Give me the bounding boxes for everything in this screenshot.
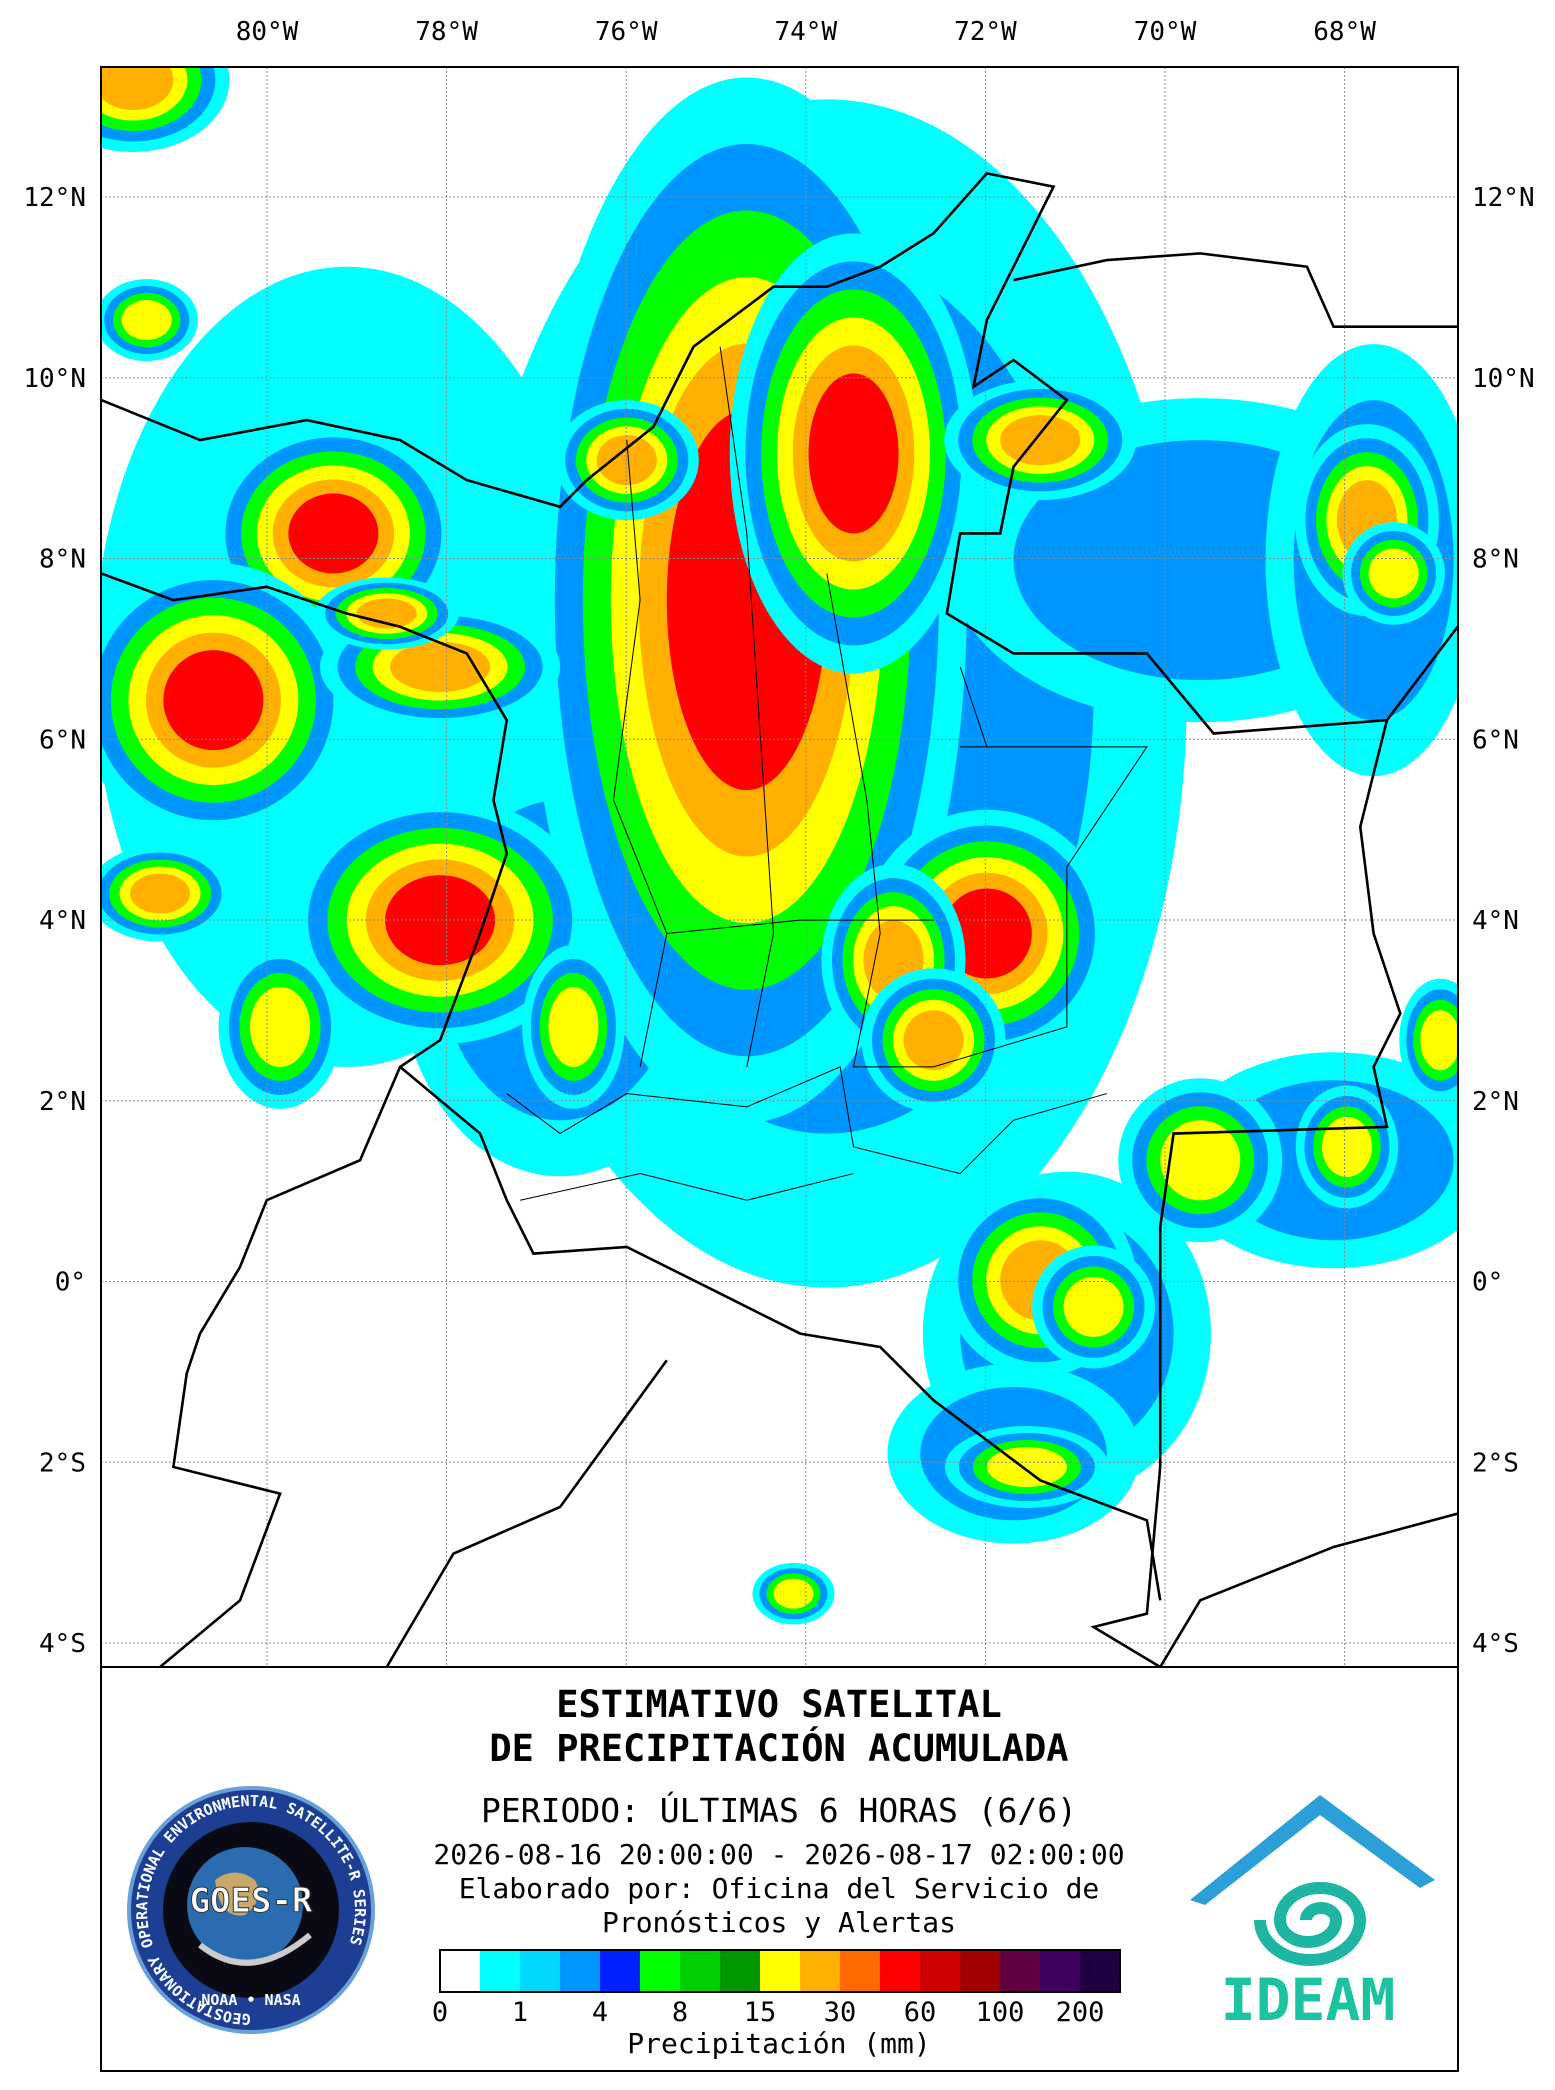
precip-area bbox=[1368, 548, 1419, 599]
coastline bbox=[101, 573, 506, 1667]
precip-area bbox=[385, 875, 496, 966]
lon-label: 76°W bbox=[595, 17, 658, 47]
colorbar-cell bbox=[840, 1950, 880, 1992]
colorbar-label: 100 bbox=[976, 1997, 1025, 2028]
precip-area bbox=[1000, 415, 1081, 466]
colorbar-cell bbox=[600, 1950, 640, 1992]
logo-name: GOES-R bbox=[190, 1881, 313, 1921]
lat-label: 8°N bbox=[39, 545, 86, 575]
lat-label: 0° bbox=[55, 1268, 86, 1298]
colorbar-cell bbox=[920, 1950, 960, 1992]
ideam-logo: IDEAM bbox=[1190, 1795, 1435, 2034]
lat-label: 12°N bbox=[1472, 183, 1535, 213]
precip-area bbox=[808, 373, 899, 534]
lat-label: 0° bbox=[1472, 1268, 1503, 1298]
lat-label: 2°N bbox=[39, 1087, 86, 1117]
title: ESTIMATIVO SATELITAL DE PRECIPITACIÓN AC… bbox=[489, 1683, 1068, 1770]
grid bbox=[101, 67, 1458, 1667]
border bbox=[387, 1360, 1458, 1667]
border bbox=[400, 1067, 1160, 1600]
coastline bbox=[101, 173, 1457, 733]
title-line: DE PRECIPITACIÓN ACUMULADA bbox=[489, 1726, 1068, 1770]
lat-label: 2°S bbox=[1472, 1448, 1519, 1478]
lon-label: 72°W bbox=[954, 17, 1017, 47]
colorbar-cell bbox=[1080, 1950, 1120, 1992]
lon-label: 80°W bbox=[236, 17, 299, 47]
legend-title: Precipitación (mm) bbox=[627, 2027, 930, 2060]
credit: Pronósticos y Alertas bbox=[602, 1906, 956, 1939]
precip-area bbox=[1321, 1116, 1372, 1177]
precip-area bbox=[250, 986, 311, 1067]
lat-label: 6°N bbox=[1472, 725, 1519, 755]
department-border bbox=[507, 347, 1147, 1201]
colorbar-label: 60 bbox=[904, 1997, 937, 2028]
colorbar-cell bbox=[520, 1950, 560, 1992]
lat-label: 10°N bbox=[1472, 364, 1535, 394]
precip-area bbox=[130, 873, 191, 914]
lat-label: 2°N bbox=[1472, 1087, 1519, 1117]
colorbar-label: 8 bbox=[672, 1997, 688, 2028]
lat-label: 4°S bbox=[39, 1629, 86, 1659]
date-range: 2026-08-16 20:00:00 - 2026-08-17 02:00:0… bbox=[433, 1838, 1124, 1871]
precip-area bbox=[1160, 1120, 1241, 1201]
info-panel bbox=[100, 1666, 1459, 2072]
lat-label: 8°N bbox=[1472, 545, 1519, 575]
precip-area bbox=[163, 650, 264, 751]
precip-area bbox=[986, 1446, 1067, 1487]
precip-area bbox=[121, 300, 172, 341]
colorbar-cell bbox=[800, 1950, 840, 1992]
precipitation bbox=[101, 67, 1458, 1625]
lat-label: 4°S bbox=[1472, 1629, 1519, 1659]
lon-label: 68°W bbox=[1313, 17, 1376, 47]
colorbar-cell bbox=[880, 1950, 920, 1992]
colorbar-label: 1 bbox=[512, 1997, 528, 2028]
colorbar-label: 0 bbox=[432, 1997, 448, 2028]
precip-area bbox=[390, 641, 491, 692]
colorbar-label: 4 bbox=[592, 1997, 608, 2028]
credit: Elaborado por: Oficina del Servicio de bbox=[459, 1872, 1100, 1905]
precip-area bbox=[596, 435, 657, 486]
colorbar-frame bbox=[439, 1949, 1121, 1993]
lat-label: 4°N bbox=[39, 906, 86, 936]
coastline bbox=[1014, 253, 1458, 326]
legend: 0 1 4 8 15 30 60 100 200 bbox=[432, 1949, 1121, 2028]
colorbar-cell bbox=[720, 1950, 760, 1992]
lat-label: 4°N bbox=[1472, 906, 1519, 936]
lat-label: 6°N bbox=[39, 725, 86, 755]
logo-agencies: NOAA • NASA bbox=[201, 1991, 300, 2009]
colorbar-cell bbox=[440, 1950, 480, 1992]
title-line: ESTIMATIVO SATELITAL bbox=[556, 1683, 1002, 1726]
colorbar-cell bbox=[680, 1950, 720, 1992]
colorbar-cell bbox=[480, 1950, 520, 1992]
colorbar-cell bbox=[1000, 1950, 1040, 1992]
map-area bbox=[101, 67, 1458, 1667]
borders bbox=[101, 173, 1457, 1667]
precip-area bbox=[1420, 1010, 1458, 1071]
precip-area bbox=[773, 1578, 814, 1609]
lon-label: 74°W bbox=[774, 17, 837, 47]
lat-label: 10°N bbox=[23, 364, 86, 394]
border bbox=[1094, 720, 1401, 1667]
precip-area bbox=[548, 986, 599, 1067]
precip-area bbox=[1063, 1276, 1124, 1337]
lon-label: 70°W bbox=[1134, 17, 1197, 47]
colorbar-label: 15 bbox=[744, 1997, 777, 2028]
colorbar-cell bbox=[760, 1950, 800, 1992]
precip-area bbox=[101, 67, 174, 111]
precip-area bbox=[903, 1010, 964, 1071]
goes-logo: GEOSTATIONARY OPERATIONAL ENVIRONMENTAL … bbox=[127, 1786, 375, 2034]
lat-label: 12°N bbox=[23, 183, 86, 213]
colorbar-label: 200 bbox=[1056, 1997, 1105, 2028]
lon-label: 78°W bbox=[415, 17, 478, 47]
precip-area bbox=[288, 493, 379, 574]
colorbar-cell bbox=[560, 1950, 600, 1992]
colorbar-cell bbox=[960, 1950, 1000, 1992]
colorbar-label: 30 bbox=[824, 1997, 857, 2028]
colorbar-cell bbox=[1040, 1950, 1080, 1992]
lat-label: 2°S bbox=[39, 1448, 86, 1478]
period: PERIODO: ÚLTIMAS 6 HORAS (6/6) bbox=[481, 1790, 1077, 1830]
logo-name: IDEAM bbox=[1221, 1966, 1396, 2034]
colorbar-cell bbox=[640, 1950, 680, 1992]
